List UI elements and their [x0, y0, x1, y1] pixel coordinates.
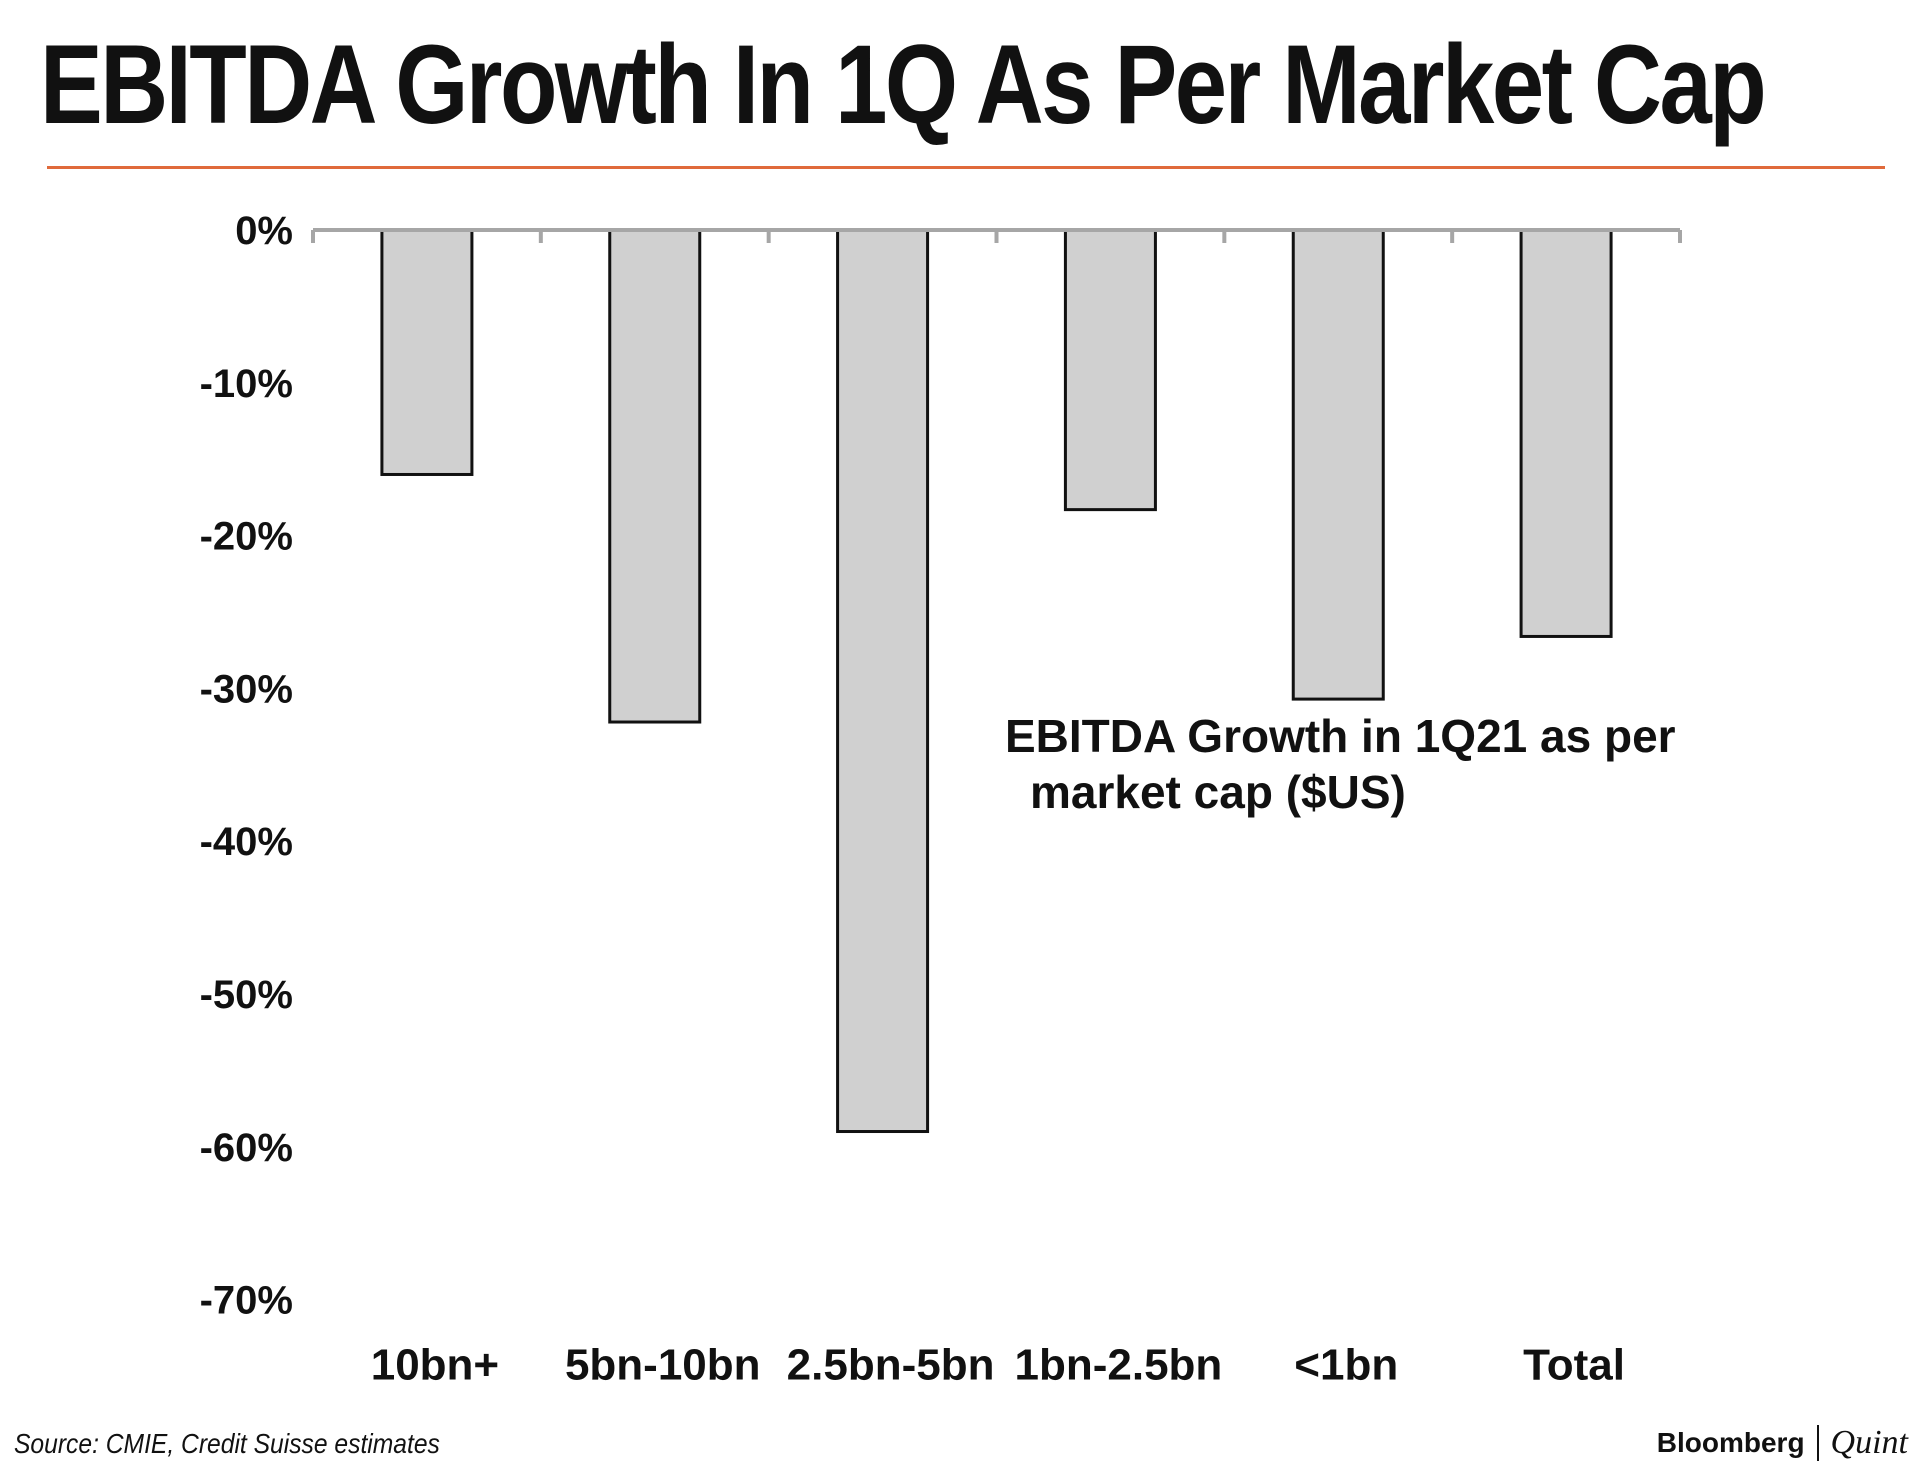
- source-note: Source: CMIE, Credit Suisse estimates: [14, 1428, 440, 1459]
- y-axis-labels: 0% -10% -20% -30% -40% -50% -60% -70%: [200, 209, 293, 1323]
- bar: [836, 228, 930, 1134]
- x-axis: [311, 228, 1682, 243]
- chart-title: EBITDA Growth In 1Q As Per Market Cap: [40, 22, 1767, 147]
- bars: [380, 228, 1613, 1134]
- x-category-label: 1bn-2.5bn: [1015, 1341, 1223, 1390]
- brand-separator: [1816, 1425, 1819, 1461]
- brand-quint: Quint: [1830, 1424, 1908, 1461]
- y-tick-label: -70%: [200, 1279, 293, 1323]
- y-tick-label: -60%: [200, 1126, 293, 1170]
- brand-bloomberg: Bloomberg: [1656, 1427, 1805, 1458]
- y-tick-label: -10%: [200, 362, 293, 406]
- x-category-label: Total: [1523, 1341, 1625, 1390]
- annotation-line: market cap ($US): [1030, 766, 1406, 818]
- y-tick-label: 0%: [235, 209, 293, 253]
- bar: [1519, 228, 1613, 638]
- bar: [1063, 228, 1157, 512]
- bar: [1291, 228, 1385, 701]
- brand-logo: Bloomberg Quint: [1657, 1424, 1908, 1462]
- x-axis-labels: 10bn+ 5bn-10bn 2.5bn-5bn 1bn-2.5bn <1bn Total: [371, 1341, 1625, 1390]
- y-tick-label: -50%: [200, 973, 293, 1017]
- x-category-label: <1bn: [1294, 1341, 1398, 1390]
- y-tick-label: -20%: [200, 515, 293, 559]
- bar: [380, 228, 474, 476]
- bar: [608, 228, 702, 724]
- x-category-label: 5bn-10bn: [565, 1341, 761, 1390]
- x-category-label: 10bn+: [371, 1341, 499, 1390]
- title-divider: [47, 166, 1885, 169]
- y-tick-label: -40%: [200, 820, 293, 864]
- y-tick-label: -30%: [200, 667, 293, 711]
- bar-chart: 0% -10% -20% -30% -40% -50% -60% -70% 10bn+ 5bn-…: [200, 209, 1682, 1390]
- x-category-label: 2.5bn-5bn: [787, 1341, 995, 1390]
- annotation-line: EBITDA Growth in 1Q21 as per: [1005, 710, 1676, 762]
- chart-annotation: EBITDA Growth in 1Q21 as per market cap (…: [1005, 710, 1676, 818]
